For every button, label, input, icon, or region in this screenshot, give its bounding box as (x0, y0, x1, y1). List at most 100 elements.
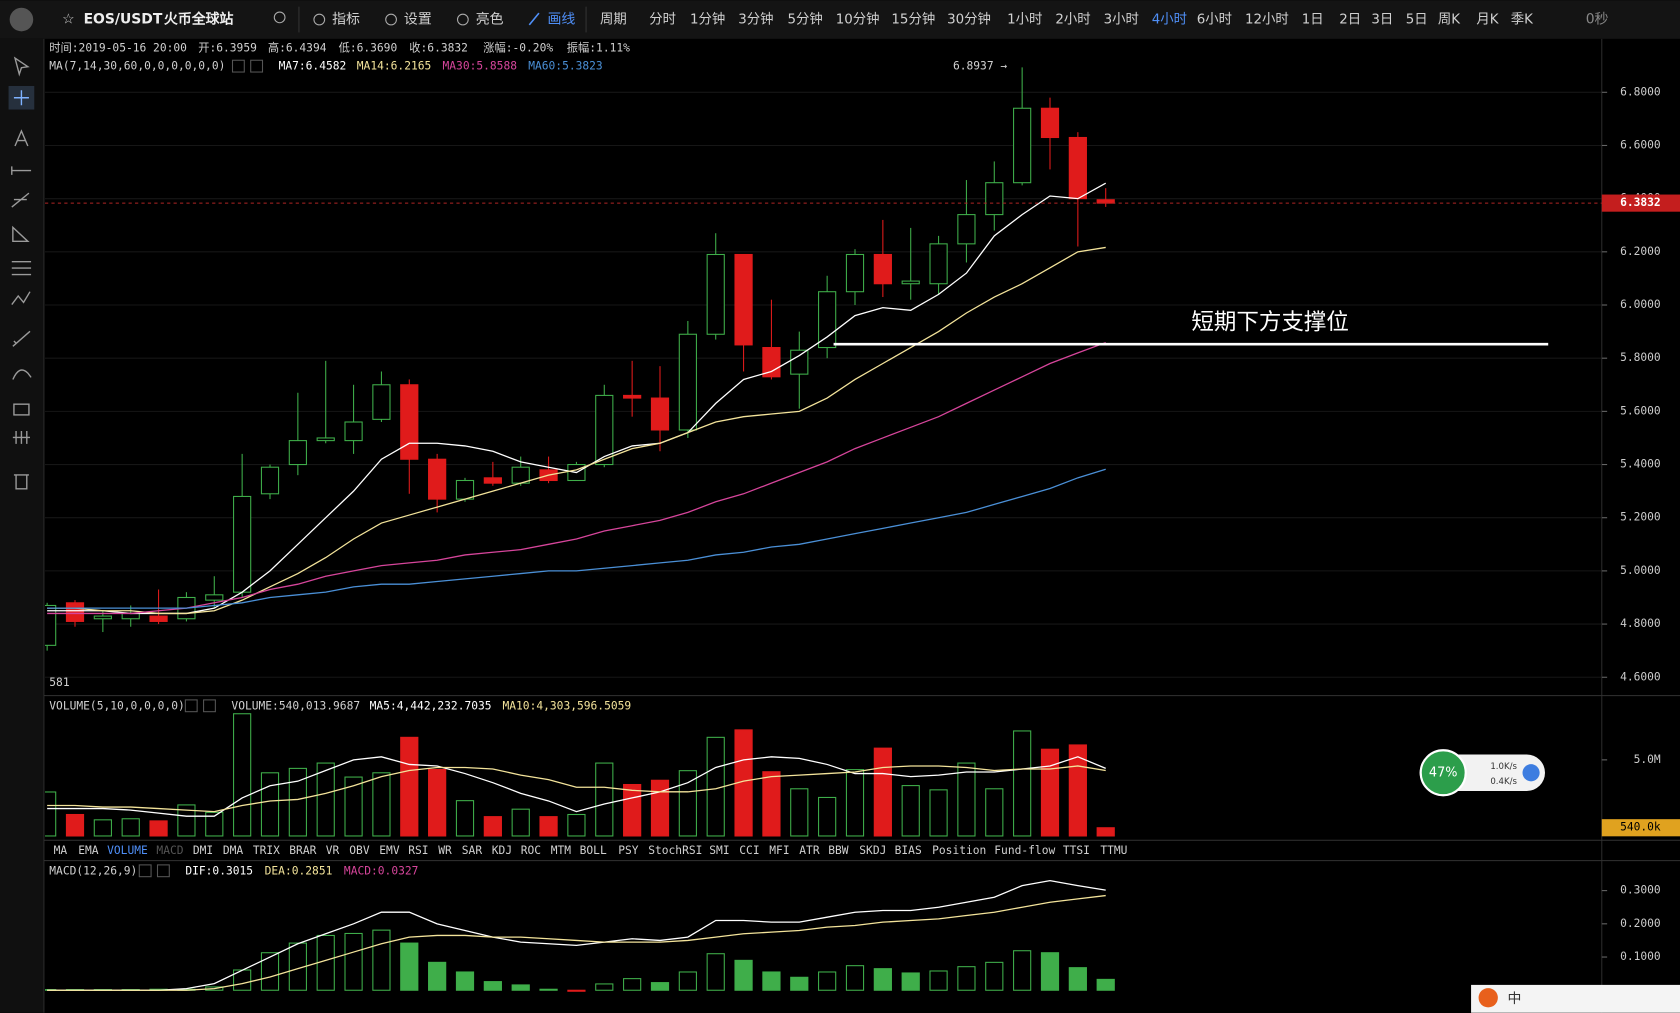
search-icon[interactable] (273, 11, 286, 24)
indicator-tab[interactable]: TTMU (1100, 844, 1127, 857)
indicator-tab[interactable]: MA (54, 844, 68, 857)
volume-bar (372, 772, 391, 837)
settings-button[interactable] (231, 59, 245, 73)
toolbar-button[interactable]: 亮色 (476, 11, 504, 28)
toolbar-button[interactable]: 画线 (548, 12, 576, 28)
volume-tag (1601, 819, 1680, 837)
indicator-tab[interactable]: Position (932, 844, 986, 857)
indicator-tab[interactable]: OBV (349, 844, 370, 857)
period-button[interactable]: 3分钟 (738, 11, 773, 28)
macd-bar (901, 972, 920, 991)
period-button[interactable]: 2小时 (1055, 12, 1090, 28)
indicator-tab[interactable]: VR (326, 844, 340, 857)
high-label: 6.8937 → (953, 60, 1007, 73)
indicator-tab[interactable]: DMI (193, 844, 213, 857)
tool-icon[interactable] (12, 430, 30, 444)
last-price-label: 6.3832 (1620, 196, 1661, 209)
y-tick-label: 5.0000 (1620, 564, 1661, 577)
tool-icon[interactable] (12, 225, 30, 243)
indicator-tab[interactable]: DMA (223, 844, 244, 857)
close-button[interactable] (203, 699, 216, 713)
period-button[interactable]: 周期 (600, 12, 627, 28)
indicator-tab[interactable]: ROC (521, 844, 541, 857)
tool-icon[interactable] (11, 260, 32, 276)
candle-body (288, 440, 307, 466)
tool-icon[interactable] (13, 56, 30, 77)
close-button[interactable] (156, 864, 170, 878)
period-button[interactable]: 1分钟 (690, 11, 725, 28)
indicator-tab[interactable]: BRAR (289, 844, 316, 857)
period-button[interactable]: 3小时 (1104, 12, 1139, 28)
tool-icon[interactable] (14, 129, 29, 147)
period-button[interactable]: 月K (1476, 13, 1499, 28)
period-button[interactable]: 30分钟 (947, 11, 991, 28)
ime-mode[interactable]: 中 (1508, 991, 1522, 1007)
indicator-tab[interactable]: EMA (78, 844, 99, 857)
tool-icon[interactable] (11, 192, 30, 208)
ime-icon[interactable] (1478, 988, 1498, 1008)
tool-icon[interactable] (13, 474, 29, 490)
tool-icon[interactable] (11, 166, 32, 175)
tool-icon[interactable] (12, 330, 31, 347)
y-tick-label: 0.3000 (1620, 884, 1661, 897)
indicator-tab[interactable]: Fund-flow (994, 844, 1055, 857)
indicator-tab[interactable]: BIAS (895, 844, 922, 857)
period-button[interactable]: 1日 (1302, 13, 1324, 28)
volume-bar (93, 819, 112, 837)
tool-icon[interactable] (13, 90, 29, 106)
indicator-tab[interactable]: VOLUME (107, 844, 148, 857)
indicator-tab[interactable]: PSY (618, 844, 639, 857)
y-tick-label: 6.0000 (1620, 298, 1661, 311)
indicator-tab[interactable]: SKDJ (859, 844, 886, 857)
indicator-tab[interactable]: TRIX (253, 844, 280, 857)
indicator-tab[interactable]: BOLL (580, 844, 607, 857)
settings-button[interactable] (184, 699, 198, 713)
indicator-tab[interactable]: TTSI (1063, 844, 1090, 857)
close-button[interactable] (250, 59, 264, 73)
period-button[interactable]: 2日 (1339, 13, 1361, 28)
period-button[interactable]: 3日 (1371, 13, 1393, 28)
indicator-tab[interactable]: ATR (799, 844, 820, 857)
period-button[interactable]: 4小时 (1152, 12, 1187, 28)
legend-entry: MA5:4,442,232.7035 (370, 699, 492, 712)
indicator-tab[interactable]: StochRSI (648, 844, 702, 857)
tool-icon[interactable] (11, 291, 31, 305)
toolbar-button[interactable]: 设置 (404, 12, 432, 28)
pair-name[interactable]: EOS/USDT (84, 12, 163, 28)
volume-bar (428, 768, 447, 837)
indicator-tab[interactable]: SAR (462, 844, 483, 857)
indicator-tab[interactable]: CCI (739, 844, 759, 857)
period-button[interactable]: 分时 (649, 12, 676, 28)
indicator-tab[interactable]: BBW (828, 844, 849, 857)
timer: 0秒 (1586, 12, 1609, 28)
toolbar-button[interactable]: 指标 (332, 12, 360, 28)
period-button[interactable]: 12小时 (1245, 12, 1289, 28)
indicator-line (47, 765, 1106, 813)
icon (313, 13, 326, 26)
indicator-tab[interactable]: MTM (551, 844, 572, 857)
indicator-tab[interactable]: MACD (156, 844, 183, 857)
indicator-tab[interactable]: SMI (709, 844, 729, 857)
volume-bar (650, 779, 670, 837)
period-button[interactable]: 周K (1438, 13, 1461, 28)
tool-icon[interactable] (13, 403, 30, 416)
settings-button[interactable] (138, 864, 152, 878)
period-button[interactable]: 5日 (1406, 13, 1428, 28)
indicator-tab[interactable]: EMV (379, 844, 400, 857)
macd-bar (400, 942, 419, 991)
drawing-tools (8, 56, 35, 490)
period-button[interactable]: 6小时 (1197, 12, 1232, 28)
tool-icon[interactable] (12, 369, 32, 380)
star-icon[interactable]: ☆ (62, 12, 74, 28)
indicator-tab[interactable]: WR (438, 844, 452, 857)
period-button[interactable]: 季K (1511, 12, 1534, 28)
indicator-tab[interactable]: KDJ (492, 844, 512, 857)
annotation[interactable]: 短期下方支撑位 (1191, 309, 1349, 335)
period-button[interactable]: 5分钟 (788, 11, 823, 28)
period-button[interactable]: 10分钟 (836, 11, 880, 28)
y-tick-label: 6.2000 (1620, 245, 1661, 258)
period-button[interactable]: 1小时 (1007, 12, 1042, 28)
period-button[interactable]: 15分钟 (891, 11, 935, 28)
indicator-tab[interactable]: MFI (769, 844, 789, 857)
indicator-tab[interactable]: RSI (408, 844, 428, 857)
